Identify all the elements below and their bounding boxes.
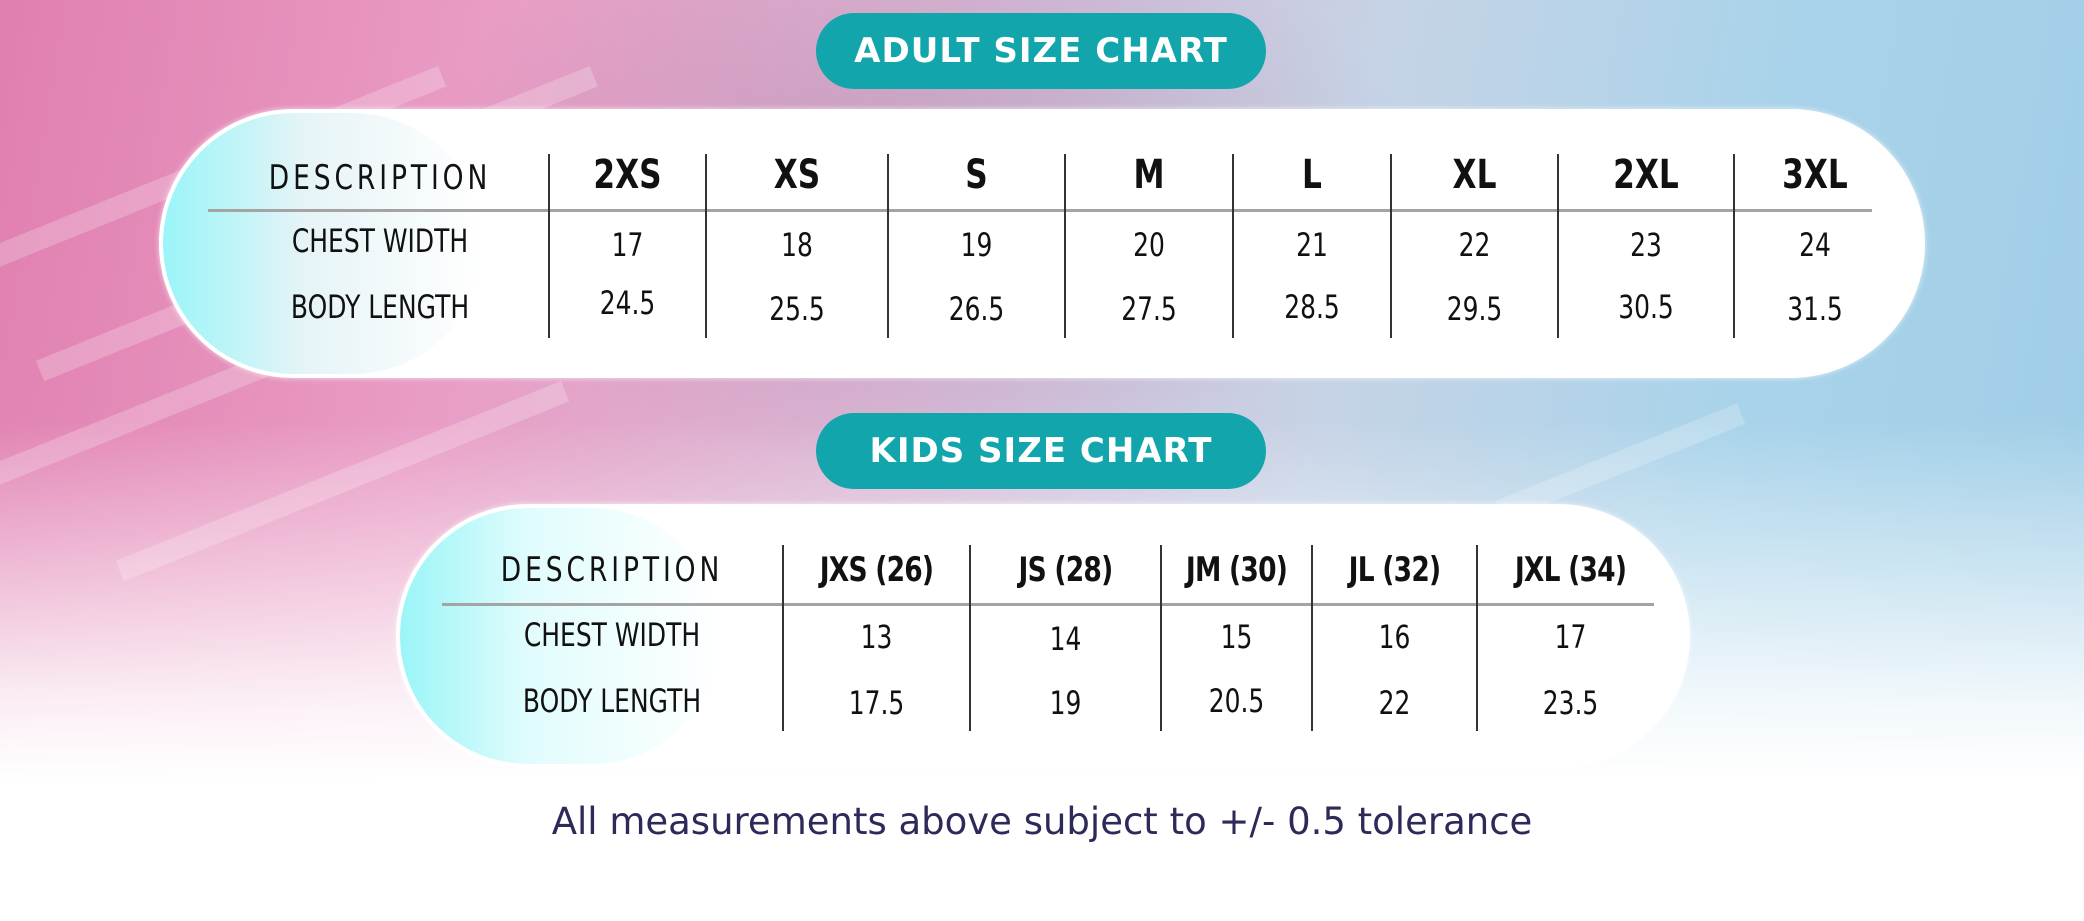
adult-length-value: 30.5: [1618, 288, 1674, 326]
tolerance-note: All measurements above subject to +/- 0.…: [551, 800, 1533, 843]
kids-size-header: JXL (34): [1514, 550, 1627, 590]
adult-length-value: 27.5: [1121, 290, 1177, 328]
kids-size-header: JM (30): [1185, 550, 1288, 590]
adult-size-header: 2XL: [1613, 152, 1679, 198]
kids-length-value: 19: [1049, 684, 1082, 722]
kids-length-value: 22: [1378, 684, 1411, 722]
adult-chest-value: 23: [1630, 226, 1662, 264]
adult-row-label-body-length: BODY LENGTH: [290, 288, 470, 326]
adult-chest-value: 18: [781, 226, 813, 264]
adult-chest-value: 19: [960, 226, 993, 264]
kids-row-label-body-length: BODY LENGTH: [522, 682, 702, 720]
adult-size-header: 3XL: [1782, 152, 1848, 198]
adult-chest-value: 20: [1133, 226, 1165, 264]
adult-size-header: 2XS: [593, 152, 662, 198]
adult-length-value: 26.5: [948, 290, 1005, 328]
kids-size-header: JS (28): [1018, 550, 1114, 590]
adult-description-header: DESCRIPTION: [268, 158, 492, 198]
kids-row-label-chest-width: CHEST WIDTH: [523, 616, 701, 654]
adult-length-value: 25.5: [769, 290, 825, 328]
kids-size-header: JXS (26): [819, 550, 934, 590]
kids-size-table: [396, 504, 1690, 768]
kids-chest-value: 15: [1220, 618, 1253, 656]
adult-size-header: S: [965, 152, 988, 198]
kids-size-chart-title: KIDS SIZE CHART: [816, 413, 1266, 489]
adult-chest-value: 17: [611, 226, 644, 264]
adult-size-header: XS: [773, 152, 821, 198]
adult-size-header: M: [1133, 152, 1165, 198]
adult-row-label-chest-width: CHEST WIDTH: [291, 222, 469, 260]
adult-size-header: L: [1302, 152, 1322, 198]
adult-length-value: 24.5: [599, 284, 656, 322]
adult-length-value: 29.5: [1446, 290, 1503, 328]
kids-description-header: DESCRIPTION: [500, 550, 724, 590]
kids-chest-value: 16: [1378, 618, 1411, 656]
adult-length-value: 28.5: [1284, 288, 1340, 326]
kids-size-header: JL (32): [1348, 550, 1441, 590]
kids-length-value: 20.5: [1208, 682, 1265, 720]
kids-length-value: 23.5: [1542, 684, 1599, 722]
kids-chest-value: 17: [1554, 618, 1587, 656]
adult-length-value: 31.5: [1787, 290, 1843, 328]
kids-chest-value: 14: [1049, 620, 1082, 658]
adult-chest-value: 24: [1799, 226, 1831, 264]
kids-length-value: 17.5: [848, 684, 905, 722]
adult-size-table: [159, 109, 1925, 378]
adult-size-chart-title: ADULT SIZE CHART: [816, 13, 1266, 89]
adult-chest-value: 21: [1296, 226, 1328, 264]
kids-chest-value: 13: [860, 618, 893, 656]
adult-size-header: XL: [1452, 152, 1497, 198]
adult-chest-value: 22: [1458, 226, 1491, 264]
